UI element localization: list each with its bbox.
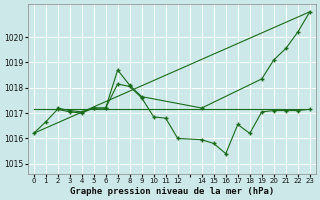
X-axis label: Graphe pression niveau de la mer (hPa): Graphe pression niveau de la mer (hPa) bbox=[69, 187, 274, 196]
